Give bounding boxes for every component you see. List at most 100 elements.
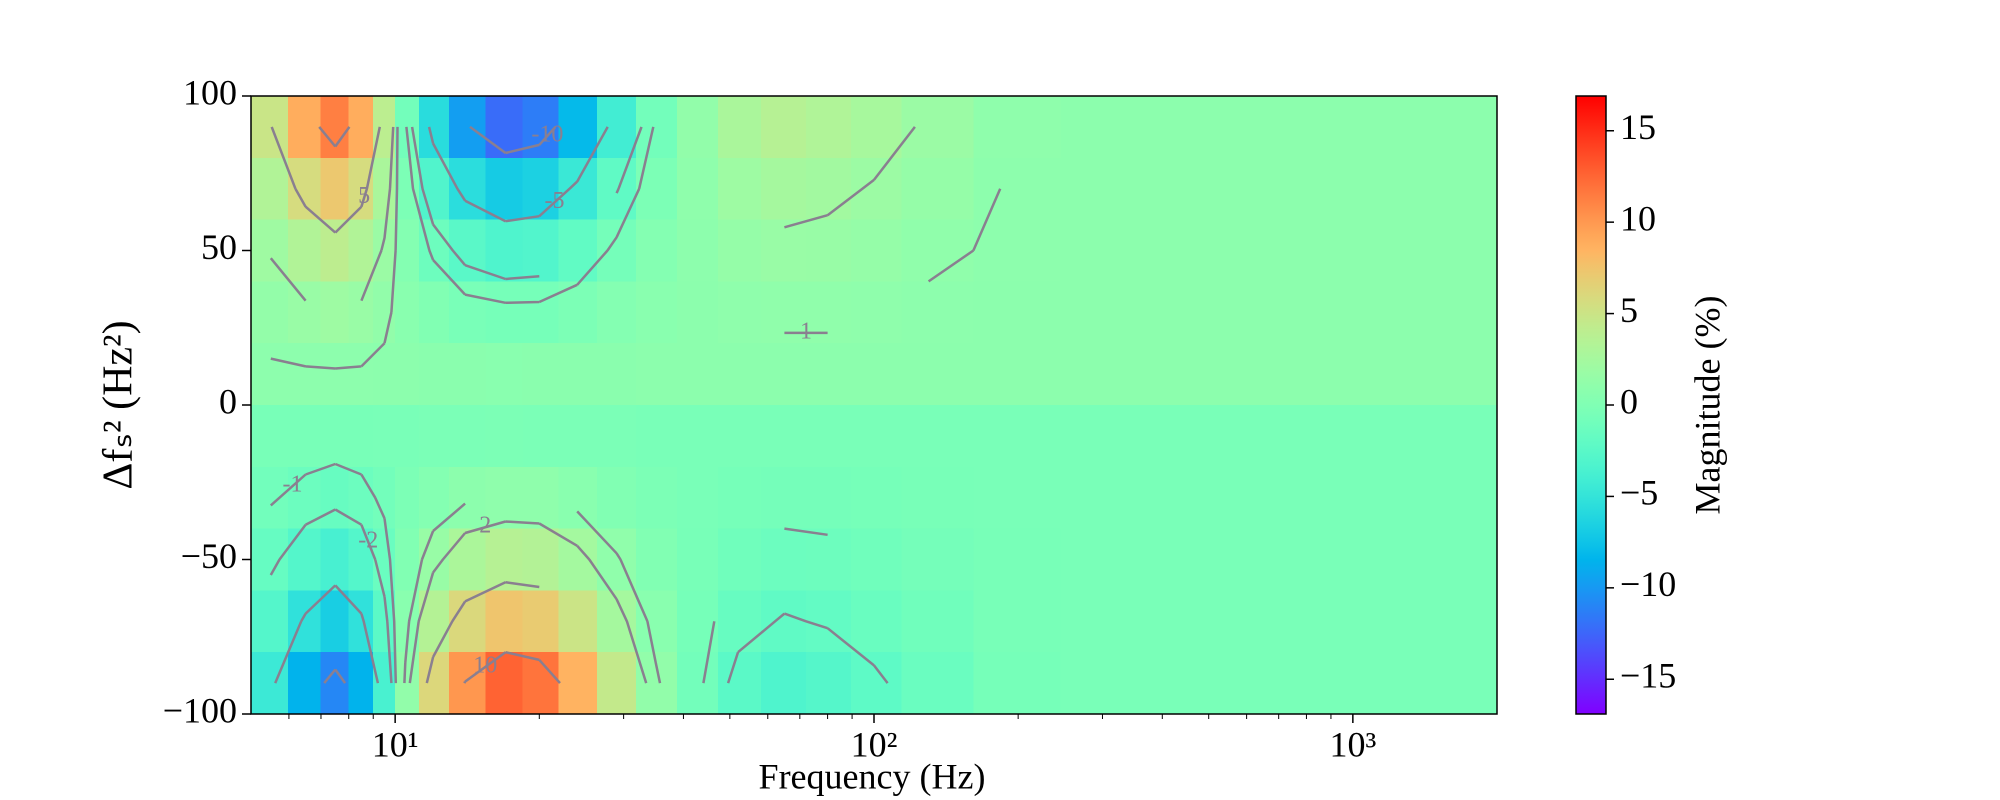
heatmap-cell [320,281,349,344]
heatmap-cell [718,590,762,653]
heatmap-cell [677,652,719,715]
heatmap-cell [288,528,322,591]
heatmap-cell [419,96,450,159]
heatmap-cell [1060,466,1192,530]
heatmap-cell [973,219,1061,282]
heatmap-cell [320,96,349,159]
heatmap-cell [850,96,902,159]
heatmap-cell [1060,590,1192,653]
y-axis-label: Δfₛ² (Hz²) [96,320,142,489]
heatmap-cell [449,405,486,468]
heatmap-cell [718,405,762,468]
heatmap-cell [522,343,559,406]
heatmap-cell [320,219,349,282]
heatmap-cell [251,405,289,468]
heatmap-cell [372,281,396,344]
heatmap-cell [973,652,1061,715]
heatmap-cell [288,405,322,468]
heatmap-cell [251,528,289,591]
contour-line [318,126,561,684]
heatmap-cell [320,590,349,653]
heatmap-cell [596,219,637,282]
heatmap-cell [677,96,719,159]
heatmap-cell [636,157,678,221]
heatmap-cell [1060,157,1192,221]
heatmap-cell [1190,281,1359,344]
heatmap-cell [1357,528,1498,591]
heatmap-cell [449,343,486,406]
heatmap-cell [251,96,289,159]
y-tick-label: −100 [163,690,237,730]
heatmap-cell [320,405,349,468]
heatmap-cell [522,281,559,344]
colorbar [1575,95,1607,715]
colorbar-tick-label: 0 [1620,381,1638,421]
heatmap-cell [677,157,719,221]
heatmap-cell [718,528,762,591]
heatmap-cell [677,219,719,282]
heatmap-cell [251,281,289,344]
heatmap-cell [901,281,974,344]
heatmap-cell [1190,405,1359,468]
heatmap-cell [288,343,322,406]
heatmap-cell [761,466,807,530]
heatmap-cell [636,343,678,406]
contour-label: 10 [473,652,497,678]
heatmap-cell [901,466,974,530]
colorbar-tick-label: −15 [1620,656,1676,696]
heatmap-cell [522,590,559,653]
heatmap-cell [636,281,678,344]
heatmap-cell [1190,219,1359,282]
heatmap-cell [485,219,523,282]
heatmap-cell [636,590,678,653]
heatmap-cell [806,405,852,468]
x-axis-label: Frequency (Hz) [759,756,986,796]
colorbar-tick-label: 15 [1620,107,1656,147]
heatmap-cell [558,652,598,715]
contour-line [269,126,828,684]
heatmap-cell [1357,281,1498,344]
heatmap-cell [394,466,420,530]
heatmap-cell [596,281,637,344]
heatmap-cell [522,528,559,591]
colorbar-tick-label: −10 [1620,564,1676,604]
heatmap-cell [1060,281,1192,344]
heatmap-cell [394,405,420,468]
heatmap-cell [522,405,559,468]
heatmap-cell [1060,96,1192,159]
heatmap-cell [677,405,719,468]
heatmap-cell [419,157,450,221]
heatmap-cell [1190,466,1359,530]
heatmap-cell [850,652,902,715]
heatmap-cell [348,343,374,406]
heatmap-cell [394,281,420,344]
heatmap-cell [973,157,1061,221]
heatmap-cell [636,528,678,591]
heatmap-cell [348,157,374,221]
heatmap-cell [288,281,322,344]
contour-label: -2 [358,528,378,554]
heatmap-cell [485,405,523,468]
heatmap-cell [596,466,637,530]
heatmap-cell [761,405,807,468]
heatmap-cell [901,96,974,159]
heatmap-cell [348,96,374,159]
heatmap-cell [558,157,598,221]
heatmap-cell [558,96,598,159]
heatmap-cell [485,281,523,344]
heatmap-cell [348,219,374,282]
heatmap-cell [850,590,902,653]
heatmap-cell [596,343,637,406]
heatmap-cell [718,96,762,159]
contour-label: 2 [479,513,491,539]
heatmap-cell [372,96,396,159]
heatmap-cell [850,405,902,468]
heatmap-cell [485,96,523,159]
heatmap-cell [558,466,598,530]
heatmap-cell [806,219,852,282]
heatmap-cell [636,96,678,159]
heatmap-cell [718,652,762,715]
heatmap-cell [973,405,1061,468]
heatmap-cell [320,157,349,221]
